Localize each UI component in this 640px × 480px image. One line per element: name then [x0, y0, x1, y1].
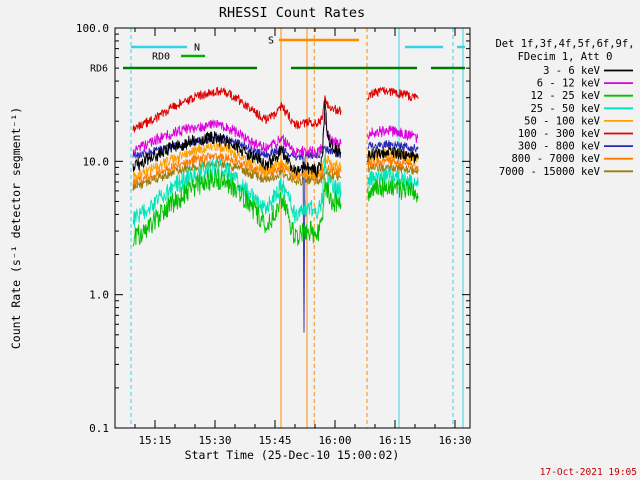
chart-title: RHESSI Count Rates — [219, 5, 365, 21]
series-line-800-7000keV — [367, 156, 419, 171]
legend-label-7000-15000keV: 7000 - 15000 keV — [499, 166, 601, 178]
legend-label-800-7000keV: 800 - 7000 keV — [511, 153, 600, 165]
axis-ticks: 15:15 15:30 15:45 16:00 16:15 16:30 100.0 10.0 1… — [76, 22, 472, 447]
x-tick-label: 15:45 — [258, 434, 291, 447]
x-tick-label: 15:15 — [138, 434, 171, 447]
series-line-7000-15000keV — [132, 158, 342, 192]
y-tick-label: 10.0 — [83, 155, 110, 168]
series-line-3-6keV — [367, 146, 419, 164]
x-tick-label: 16:30 — [438, 434, 471, 447]
series-lines — [132, 86, 419, 333]
flag-label-n: N — [194, 43, 200, 54]
y-tick-label: 1.0 — [89, 289, 109, 302]
x-tick-label: 15:30 — [198, 434, 231, 447]
legend-header-line-2: FDecim 1, Att 0 — [518, 51, 613, 63]
x-tick-label: 16:00 — [318, 434, 351, 447]
series-line-6-12keV — [132, 112, 342, 158]
series-line-100-300keV — [132, 86, 342, 133]
series-line-12-25keV — [132, 168, 342, 247]
x-tick-label: 16:15 — [378, 434, 411, 447]
legend-label-12-25keV: 12 - 25 keV — [530, 90, 600, 102]
flag-label-rd6: RD6 — [90, 64, 108, 75]
y-tick-label: 0.1 — [89, 422, 109, 435]
flag-label-rd0: RD0 — [152, 52, 170, 63]
plot-frame — [114, 27, 471, 429]
series-line-100-300keV — [367, 86, 419, 102]
series-line-3-6keV — [132, 97, 342, 178]
legend-label-100-300keV: 100 - 300 keV — [518, 128, 601, 140]
y-axis-label: Count Rate (s⁻¹ detector segment⁻¹) — [9, 107, 23, 349]
y-tick-label: 100.0 — [76, 22, 109, 35]
series-line-6-12keV — [367, 125, 419, 144]
series-line-12-25keV — [367, 177, 419, 203]
series-line-25-50keV — [367, 168, 419, 190]
x-axis-label: Start Time (25-Dec-10 15:00:02) — [185, 448, 400, 462]
legend-label-300-800keV: 300 - 800 keV — [518, 141, 601, 153]
series-line-300-800keV — [367, 140, 419, 153]
legend-label-25-50keV: 25 - 50 keV — [530, 103, 600, 115]
legend-label-3-6keV: 3 - 6 keV — [543, 65, 601, 77]
legend-header-line-1: Det 1f,3f,4f,5f,6f,9f, — [495, 38, 634, 50]
series-line-25-50keV — [132, 155, 342, 228]
render-timestamp: 17-Oct-2021 19:05 — [540, 467, 637, 478]
flag-label-s: S — [268, 36, 274, 47]
legend-label-6-12keV: 6 - 12 keV — [537, 78, 601, 90]
legend-label-50-100keV: 50 - 100 keV — [524, 115, 601, 127]
